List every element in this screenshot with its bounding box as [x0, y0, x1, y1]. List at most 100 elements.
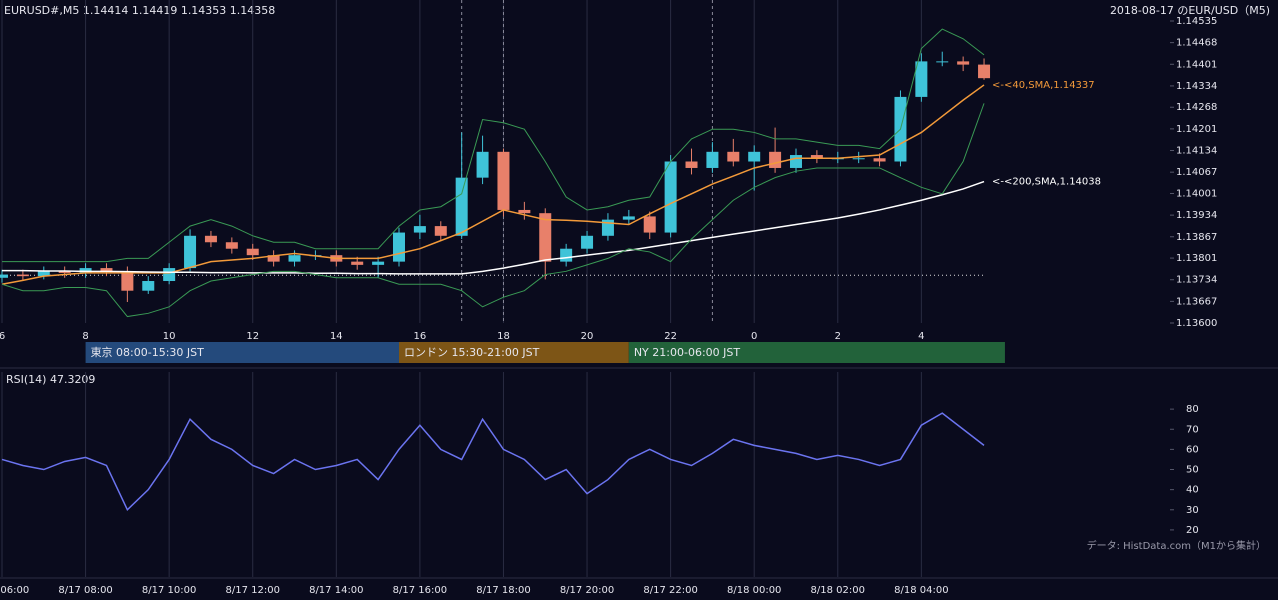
session-label: ロンドン 15:30-21:00 JST	[404, 346, 540, 359]
y-tick-label: 1.14001	[1176, 188, 1217, 199]
x-tick-label: 2	[835, 331, 841, 342]
y-tick-label: 1.14401	[1176, 59, 1217, 70]
x-tick-label: 8/17 16:00	[393, 585, 447, 596]
x-tick-label: 8/17 08:00	[58, 585, 112, 596]
x-tick-label: 8	[82, 331, 88, 342]
series-label: <-<40,SMA,1.14337	[992, 80, 1095, 91]
candle-body	[873, 158, 886, 162]
candle-body	[769, 151, 782, 168]
candle-body	[204, 235, 217, 243]
candle-body	[246, 248, 259, 256]
candle-body	[978, 64, 991, 79]
y-tick-label: 40	[1186, 485, 1199, 496]
candle-body	[413, 226, 426, 233]
x-tick-label: 4	[918, 331, 924, 342]
series-line	[1, 103, 985, 318]
x-tick-label: 16	[414, 331, 427, 342]
y-tick-label: 50	[1186, 465, 1199, 476]
session-band	[628, 342, 1005, 363]
x-tick-label: 12	[246, 331, 259, 342]
x-tick-label: 8/17 14:00	[309, 585, 363, 596]
candle-body	[121, 271, 134, 291]
chart-title: EURUSD#,M5 1.14414 1.14419 1.14353 1.143…	[4, 4, 275, 17]
x-tick-label: 8/17 10:00	[142, 585, 196, 596]
candle-body	[727, 151, 740, 162]
y-tick-label: 1.14201	[1176, 124, 1217, 135]
candle-body	[789, 155, 802, 168]
y-tick-label: 1.14067	[1176, 167, 1217, 178]
candle-body	[518, 209, 531, 214]
candle-body	[351, 261, 364, 265]
series-line	[2, 28, 985, 263]
candle-body	[58, 271, 71, 273]
candle-body	[622, 216, 635, 220]
y-tick-label: 1.14535	[1176, 16, 1217, 27]
candle-body	[476, 151, 489, 178]
source-note: データ: HistData.com（M1から集計）	[1087, 539, 1266, 552]
y-tick-label: 1.13667	[1176, 296, 1217, 307]
candle-body	[142, 281, 155, 291]
candle-body	[560, 248, 573, 262]
candle-body	[455, 177, 468, 236]
y-tick-label: 1.14334	[1176, 81, 1217, 92]
x-tick-label: 10	[163, 331, 176, 342]
x-tick-label: 14	[330, 331, 343, 342]
candle-body	[37, 271, 50, 277]
y-tick-label: 1.14468	[1176, 38, 1217, 49]
x-tick-label: 18	[497, 331, 510, 342]
candle-body	[184, 235, 197, 269]
candle-body	[497, 151, 510, 210]
x-tick-label: 8/17 12:00	[226, 585, 280, 596]
x-tick-label: 8/17 06:00	[0, 585, 29, 596]
candle-body	[581, 235, 594, 249]
candle-body	[539, 213, 552, 262]
y-tick-label: 1.13867	[1176, 232, 1217, 243]
candle-body	[100, 268, 113, 272]
y-tick-label: 1.13801	[1176, 253, 1217, 264]
x-tick-label: 8/18 02:00	[811, 585, 865, 596]
candle-body	[685, 161, 698, 168]
x-tick-label: 22	[664, 331, 677, 342]
session-band	[85, 342, 399, 363]
x-tick-label: 8/17 20:00	[560, 585, 614, 596]
session-label: NY 21:00-06:00 JST	[634, 346, 741, 359]
candle-body	[288, 255, 301, 262]
rsi-title: RSI(14) 47.3209	[6, 373, 95, 386]
candle-body	[16, 274, 29, 277]
y-tick-label: 60	[1186, 444, 1199, 455]
candle-body	[936, 61, 949, 63]
session-label: 東京 08:00-15:30 JST	[91, 345, 205, 359]
candle-body	[706, 151, 719, 168]
series-label: <-<200,SMA,1.14038	[992, 177, 1101, 188]
chart-subtitle: 2018-08-17 のEUR/USD（M5)	[1110, 4, 1270, 17]
series-line	[1, 84, 985, 285]
candle-body	[79, 268, 92, 273]
candle-body	[643, 216, 656, 233]
candle-body	[392, 232, 405, 262]
y-tick-label: 1.13934	[1176, 210, 1217, 221]
candle-body	[434, 226, 447, 236]
x-tick-label: 8/18 04:00	[894, 585, 948, 596]
candle-body	[852, 158, 865, 160]
candle-body	[372, 261, 385, 265]
y-tick-label: 1.13734	[1176, 275, 1217, 286]
y-tick-label: 1.14134	[1176, 146, 1217, 157]
series-line	[1, 412, 985, 512]
x-tick-label: 6	[0, 331, 5, 342]
y-tick-label: 1.14268	[1176, 102, 1217, 113]
y-tick-label: 20	[1186, 525, 1199, 536]
x-tick-label: 20	[581, 331, 594, 342]
candle-body	[915, 61, 928, 97]
y-tick-label: 70	[1186, 424, 1199, 435]
candle-body	[957, 61, 970, 65]
x-tick-label: 0	[751, 331, 757, 342]
y-tick-label: 30	[1186, 505, 1199, 516]
candle-body	[664, 161, 677, 233]
x-tick-label: 8/17 22:00	[643, 585, 697, 596]
candle-body	[163, 268, 176, 282]
session-band	[398, 342, 629, 363]
candle-body	[225, 242, 238, 249]
candle-body	[0, 274, 8, 278]
y-tick-label: 80	[1186, 404, 1199, 415]
